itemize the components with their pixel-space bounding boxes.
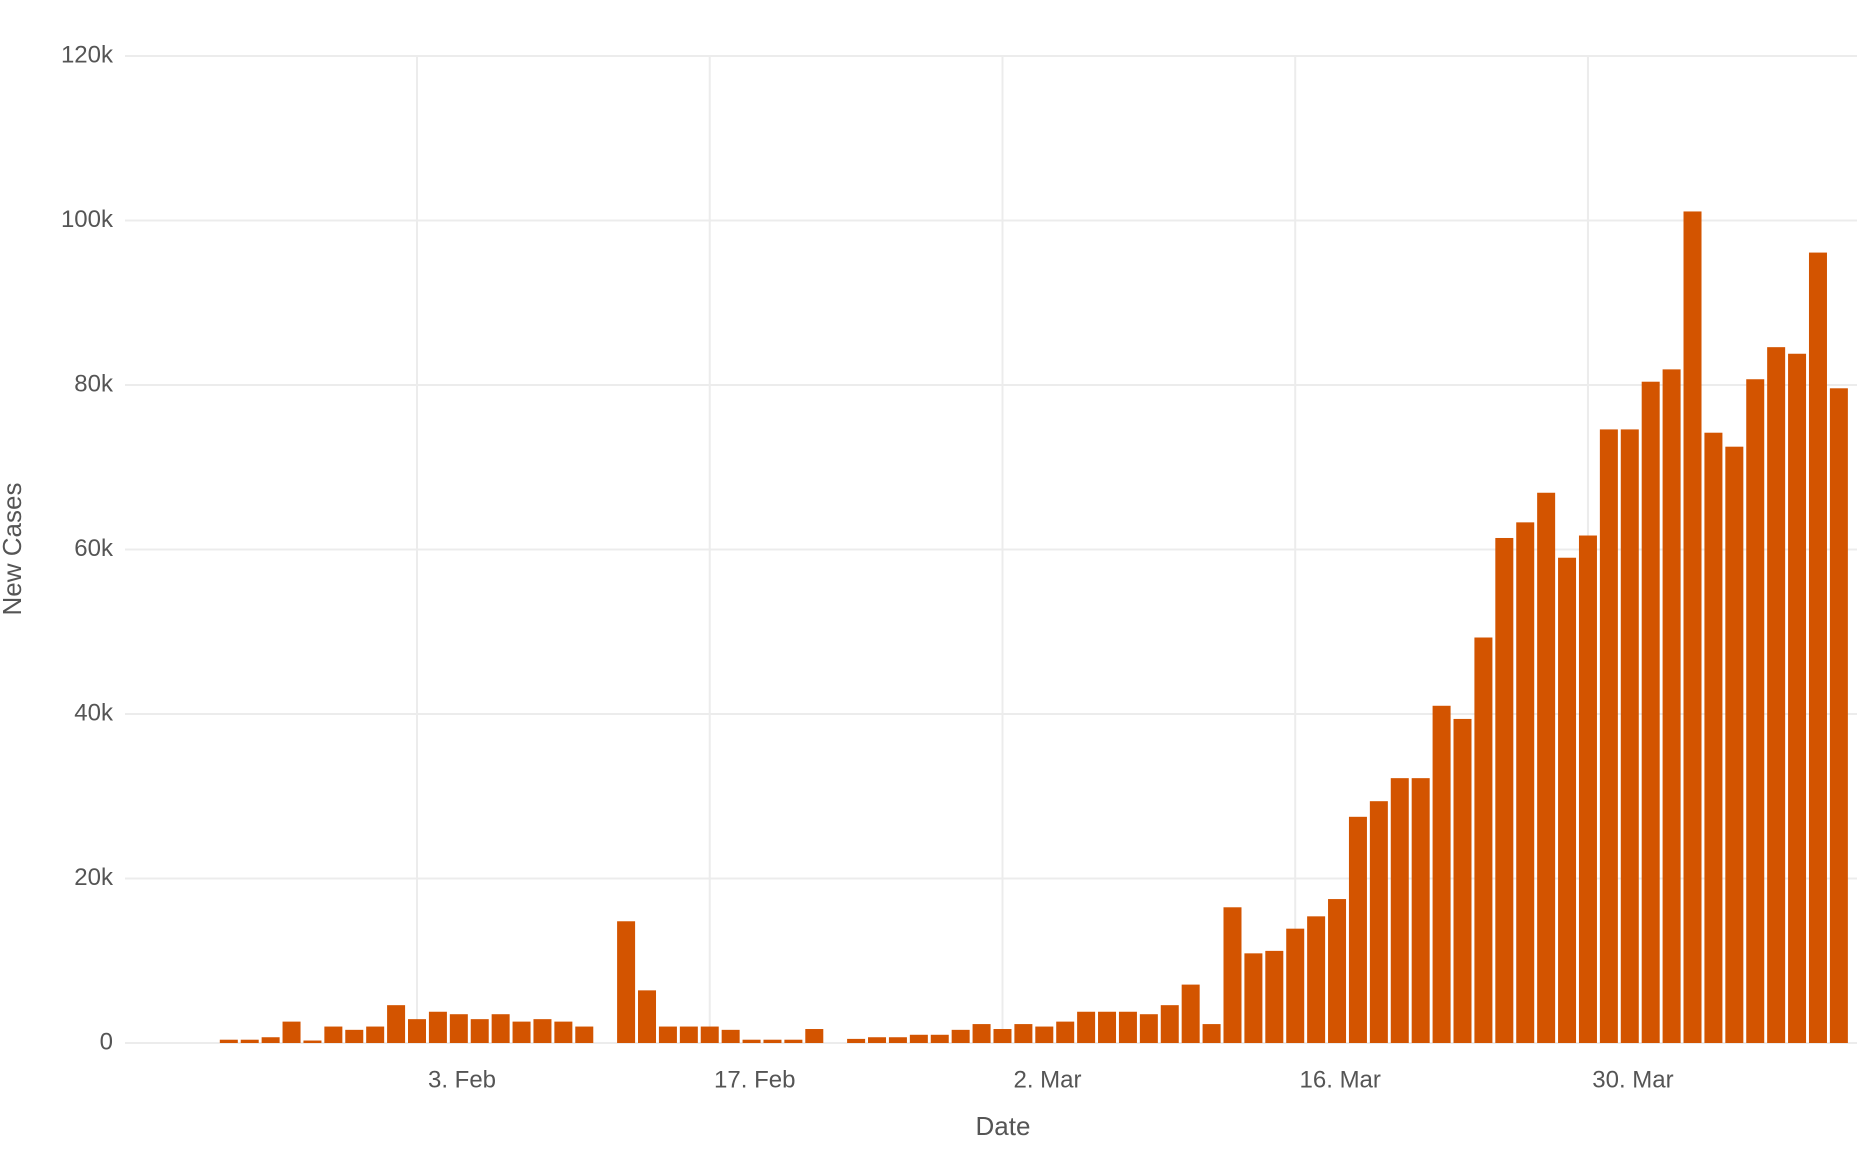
bar xyxy=(491,1014,510,1043)
x-tick-label: 2. Mar xyxy=(1013,1066,1081,1093)
bar xyxy=(700,1026,719,1043)
bar xyxy=(1265,950,1284,1043)
bar xyxy=(345,1029,364,1043)
bar xyxy=(638,990,657,1043)
bar xyxy=(1077,1011,1096,1043)
bar xyxy=(1223,907,1242,1043)
bar xyxy=(1098,1011,1117,1043)
x-axis-title: Date xyxy=(976,1111,1031,1141)
bar xyxy=(1474,637,1493,1043)
bar xyxy=(1369,801,1388,1043)
bar xyxy=(1808,252,1827,1043)
x-tick-label: 17. Feb xyxy=(714,1066,795,1093)
bar xyxy=(219,1039,238,1043)
bar xyxy=(261,1037,280,1043)
bar xyxy=(324,1026,343,1043)
bar xyxy=(1537,492,1556,1043)
bar xyxy=(554,1021,573,1043)
bar xyxy=(993,1029,1012,1043)
y-axis-title: New Cases xyxy=(0,483,27,616)
bar xyxy=(1286,928,1305,1043)
bar xyxy=(1328,899,1347,1043)
bar xyxy=(1746,379,1765,1043)
y-tick-label: 20k xyxy=(74,864,114,891)
y-tick-label: 0 xyxy=(100,1028,113,1055)
bar xyxy=(951,1029,970,1043)
bar xyxy=(1244,953,1263,1043)
bar xyxy=(1181,984,1200,1043)
bar xyxy=(1558,557,1577,1043)
bar xyxy=(240,1039,259,1043)
bar xyxy=(1035,1026,1054,1043)
bar xyxy=(1348,816,1367,1043)
bar xyxy=(784,1039,803,1043)
bar xyxy=(721,1029,740,1043)
bar xyxy=(470,1019,489,1043)
bar xyxy=(1767,347,1786,1043)
bar xyxy=(1599,429,1618,1043)
bar xyxy=(1516,522,1535,1043)
bar xyxy=(282,1021,301,1043)
bar xyxy=(1662,369,1681,1043)
bar xyxy=(679,1026,698,1043)
bar xyxy=(1641,381,1660,1044)
bar xyxy=(1390,778,1409,1043)
bar xyxy=(366,1026,385,1043)
bar xyxy=(303,1040,322,1043)
bar xyxy=(658,1026,677,1043)
bar xyxy=(1453,718,1472,1043)
bar xyxy=(408,1019,426,1043)
bar xyxy=(1683,211,1702,1043)
bar xyxy=(1307,916,1326,1043)
y-tick-label: 40k xyxy=(74,699,114,726)
bar xyxy=(1495,537,1514,1043)
bar xyxy=(805,1029,824,1043)
bar xyxy=(930,1034,949,1043)
bar xyxy=(1014,1024,1033,1043)
bar xyxy=(972,1024,991,1043)
y-tick-label: 80k xyxy=(74,370,114,397)
bar xyxy=(742,1039,761,1043)
bar xyxy=(1725,446,1744,1043)
bar xyxy=(575,1026,594,1043)
bar xyxy=(868,1037,887,1043)
bar xyxy=(1432,705,1451,1043)
x-tick-label: 16. Mar xyxy=(1300,1066,1381,1093)
bar xyxy=(533,1019,552,1043)
y-tick-label: 120k xyxy=(61,41,114,68)
bar xyxy=(428,1011,447,1043)
bar xyxy=(763,1039,782,1043)
bar xyxy=(1578,535,1597,1043)
bar xyxy=(909,1034,928,1043)
y-tick-label: 60k xyxy=(74,535,114,562)
bar xyxy=(617,921,636,1043)
y-tick-label: 100k xyxy=(61,206,114,233)
bar xyxy=(1788,353,1807,1043)
bar xyxy=(1139,1014,1158,1043)
bar xyxy=(512,1021,531,1043)
bar xyxy=(1704,432,1723,1044)
bar xyxy=(449,1014,468,1043)
bar xyxy=(1620,429,1639,1043)
bar xyxy=(1160,1005,1179,1043)
bar xyxy=(1829,388,1848,1043)
bar xyxy=(1411,778,1430,1043)
bar xyxy=(1056,1021,1075,1043)
bar xyxy=(888,1037,907,1043)
bar xyxy=(1118,1011,1137,1043)
bar xyxy=(387,1005,406,1043)
x-tick-label: 3. Feb xyxy=(428,1066,496,1093)
x-tick-label: 30. Mar xyxy=(1592,1066,1673,1093)
bar xyxy=(1202,1024,1221,1043)
bar xyxy=(847,1038,866,1043)
